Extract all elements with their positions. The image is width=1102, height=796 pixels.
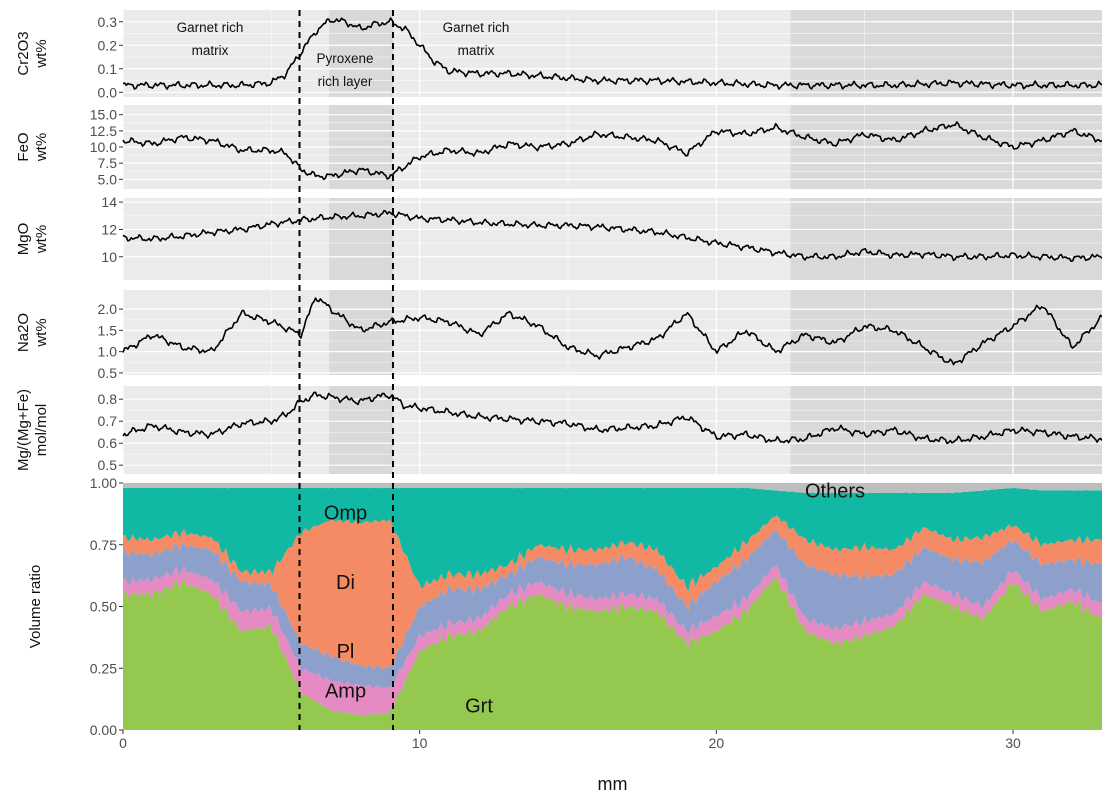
y-tick-label: 0.0: [98, 84, 118, 100]
series-line: [122, 209, 1102, 262]
y-tick-label: 0.2: [98, 37, 118, 53]
y-axis-title-line2: wt%: [33, 225, 50, 254]
area-omp: [123, 487, 1102, 592]
y-axis-title-line2: wt%: [33, 133, 50, 162]
y-axis-title-line2: mol/mol: [33, 404, 50, 457]
area-di: [123, 515, 1102, 670]
y-axis-title-line2: wt%: [33, 318, 50, 347]
y-axis-title-line1: FeO: [15, 132, 32, 161]
overlay: [298, 10, 394, 730]
left-region-label-line1: Garnet rich: [177, 20, 244, 35]
area-others: [123, 483, 1102, 494]
y-tick-label: 0.25: [90, 660, 117, 676]
series-label-di: Di: [336, 572, 355, 594]
pyroxene-band-shade: [329, 290, 393, 375]
y-axis-title-line1: Na2O: [15, 313, 32, 352]
pyroxene-band-shade: [329, 10, 393, 97]
y-axis-title: Cr2O3wt%: [15, 31, 50, 75]
right-region-label-line1: Garnet rich: [443, 20, 510, 35]
y-axis-title: Volume ratio: [27, 565, 44, 648]
y-axis-title-line2: wt%: [33, 39, 50, 68]
y-tick-label: 0.6: [98, 435, 118, 451]
y-tick-label: 12.5: [90, 123, 117, 139]
series-line: [122, 17, 1102, 90]
y-tick-label: 1.5: [98, 322, 118, 338]
y-tick-label: 0.50: [90, 599, 117, 615]
x-tick-label: 30: [1005, 735, 1021, 751]
y-tick-label: 0.8: [98, 391, 118, 407]
series-label-others: Others: [805, 480, 865, 502]
y-tick-label: 0.3: [98, 14, 118, 30]
y-tick-label: 0.5: [98, 457, 118, 473]
y-axis-title-line1: Volume ratio: [27, 565, 44, 648]
left-region-label-line2: matrix: [192, 43, 229, 58]
series-label-amp: Amp: [325, 680, 366, 702]
y-tick-label: 1.00: [90, 475, 117, 491]
y-tick-label: 15.0: [90, 107, 117, 123]
region-annotations: Garnet rich matrix Pyroxene rich layer G…: [177, 20, 510, 89]
y-tick-label: 12: [101, 221, 117, 237]
y-axis-title: MgOwt%: [15, 223, 50, 256]
series-label-grt: Grt: [465, 695, 493, 717]
grey-region-shade: [790, 290, 1102, 375]
y-tick-label: 0.7: [98, 413, 118, 429]
area-grt: [123, 576, 1102, 730]
x-axis-label: mm: [598, 774, 628, 794]
x-tick-label: 0: [119, 735, 127, 751]
y-axis-title: Mg/(Mg+Fe)mol/mol: [15, 389, 50, 471]
y-axis-title-line1: Cr2O3: [15, 31, 32, 75]
pyroxene-band-shade: [329, 198, 393, 280]
series-line: [122, 121, 1102, 181]
y-axis-title: FeOwt%: [15, 132, 50, 162]
y-tick-label: 0.1: [98, 61, 118, 77]
grey-region-shade: [790, 386, 1102, 474]
grey-region-shade: [790, 198, 1102, 280]
y-axis-title-line1: Mg/(Mg+Fe): [15, 389, 32, 471]
area-amp: [123, 565, 1102, 716]
x-tick-label: 20: [709, 735, 725, 751]
area-pl: [123, 529, 1102, 689]
y-tick-label: 0.75: [90, 537, 117, 553]
y-tick-label: 2.0: [98, 301, 118, 317]
series-label-omp: Omp: [324, 503, 367, 525]
y-tick-label: 10: [101, 249, 117, 265]
series-line: [122, 391, 1102, 445]
y-tick-label: 14: [101, 194, 117, 210]
y-tick-label: 5.0: [98, 171, 118, 187]
series-line: [122, 297, 1102, 366]
y-tick-label: 7.5: [98, 155, 118, 171]
right-region-label-line2: matrix: [458, 43, 495, 58]
middle-region-label-line1: Pyroxene: [316, 51, 373, 66]
y-tick-label: 1.0: [98, 344, 118, 360]
series-label-pl: Pl: [337, 641, 355, 663]
panels: 0.00.10.20.3Cr2O3wt%5.07.510.012.515.0Fe…: [15, 10, 1102, 794]
middle-region-label-line2: rich layer: [318, 74, 373, 89]
y-tick-label: 0.00: [90, 722, 117, 738]
y-tick-label: 0.5: [98, 365, 118, 381]
y-axis-title: Na2Owt%: [15, 313, 50, 352]
x-tick-label: 10: [412, 735, 428, 751]
y-tick-label: 10.0: [90, 139, 117, 155]
y-axis-title-line1: MgO: [15, 223, 32, 256]
